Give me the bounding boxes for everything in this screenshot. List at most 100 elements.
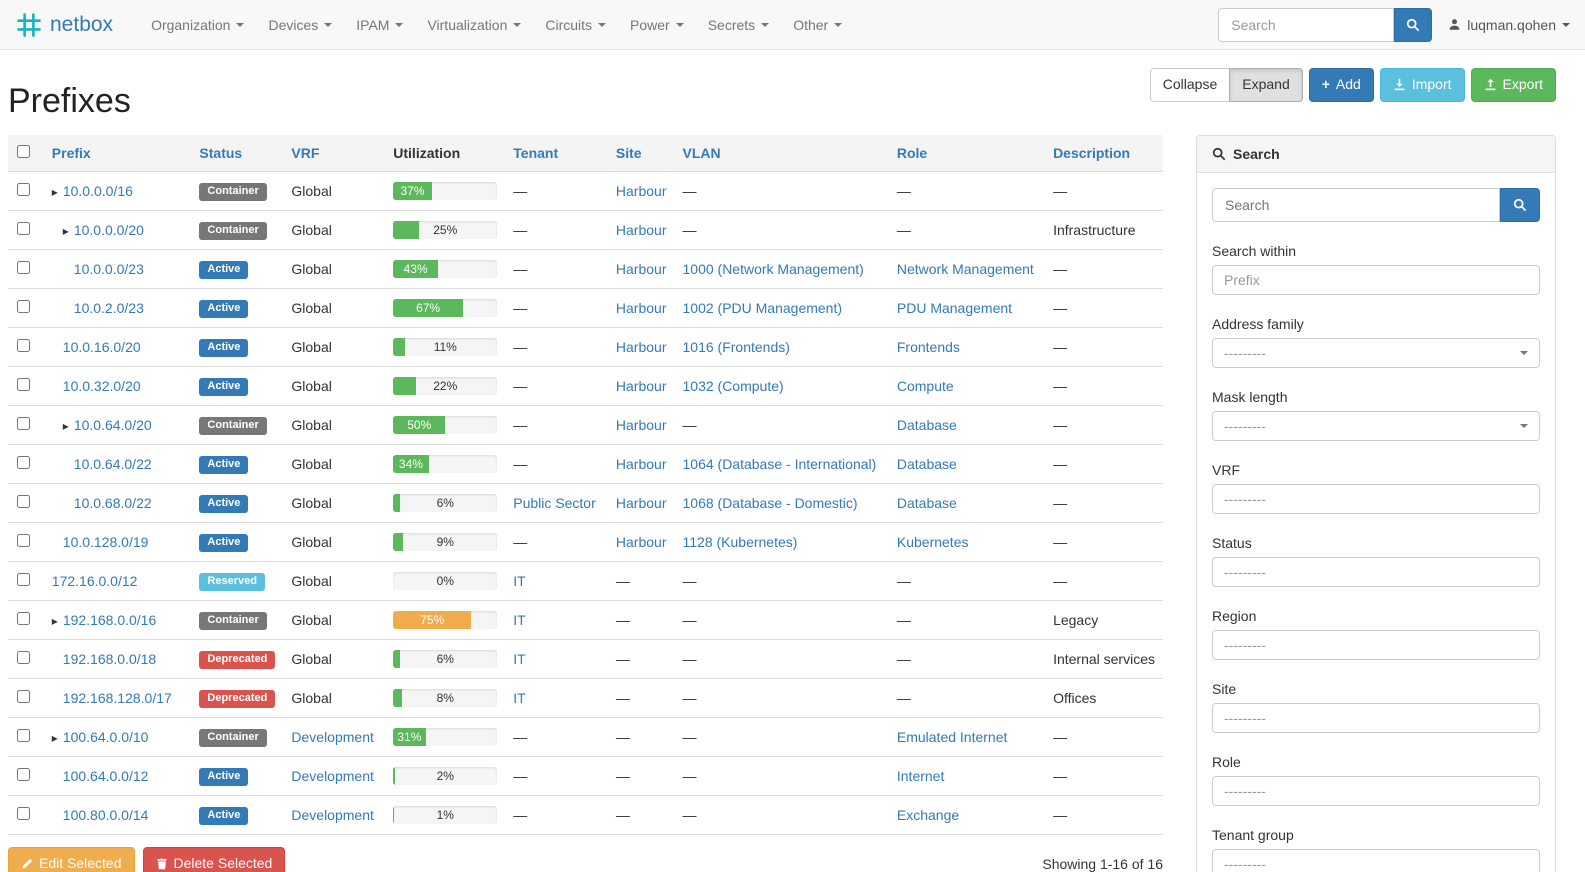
row-checkbox[interactable]: [17, 495, 30, 508]
nav-menu-other[interactable]: Other: [781, 2, 854, 48]
expand-caret-icon[interactable]: ▸: [62, 419, 69, 433]
column-header-prefix[interactable]: Prefix: [51, 145, 91, 161]
prefix-link[interactable]: 10.0.64.0/20: [73, 417, 152, 433]
filter-select-address-family[interactable]: ---------: [1212, 338, 1540, 368]
import-button[interactable]: Import: [1379, 68, 1465, 102]
site-link[interactable]: Harbour: [615, 339, 667, 355]
site-link[interactable]: Harbour: [615, 417, 667, 433]
prefix-link[interactable]: 10.0.128.0/19: [62, 534, 149, 550]
nav-menu-secrets[interactable]: Secrets: [696, 2, 781, 48]
site-link[interactable]: Harbour: [615, 261, 667, 277]
add-button[interactable]: + Add: [1308, 68, 1374, 102]
column-header-description[interactable]: Description: [1053, 145, 1131, 161]
role-link[interactable]: Emulated Internet: [896, 729, 1008, 745]
row-checkbox[interactable]: [17, 651, 30, 664]
prefix-link[interactable]: 192.168.128.0/17: [62, 690, 172, 706]
column-header-site[interactable]: Site: [615, 145, 642, 161]
role-link[interactable]: Frontends: [896, 339, 960, 355]
filter-select-status[interactable]: ---------: [1212, 557, 1540, 587]
role-link[interactable]: Database: [896, 417, 957, 433]
tenant-link[interactable]: Public Sector: [513, 495, 596, 511]
sidebar-search-input[interactable]: [1212, 188, 1500, 222]
site-link[interactable]: Harbour: [615, 300, 667, 316]
select-all-checkbox[interactable]: [17, 145, 30, 158]
filter-select-vrf[interactable]: ---------: [1212, 484, 1540, 514]
export-button[interactable]: Export: [1470, 68, 1556, 102]
role-link[interactable]: Kubernetes: [896, 534, 969, 550]
column-header-role[interactable]: Role: [896, 145, 928, 161]
expand-caret-icon[interactable]: ▸: [51, 614, 58, 628]
vlan-link[interactable]: 1000 (Network Management): [682, 261, 864, 277]
navbar-search-input[interactable]: [1218, 7, 1395, 42]
row-checkbox[interactable]: [17, 729, 30, 742]
vrf-link[interactable]: Development: [291, 807, 374, 823]
prefix-link[interactable]: 172.16.0.0/12: [51, 573, 138, 589]
user-menu[interactable]: luqman.qohen: [1448, 17, 1570, 33]
site-link[interactable]: Harbour: [615, 495, 667, 511]
row-checkbox[interactable]: [17, 339, 30, 352]
filter-select-tenant-group[interactable]: ---------: [1212, 849, 1540, 872]
site-link[interactable]: Harbour: [615, 222, 667, 238]
prefix-link[interactable]: 100.80.0.0/14: [62, 807, 149, 823]
row-checkbox[interactable]: [17, 300, 30, 313]
prefix-link[interactable]: 10.0.0.0/20: [73, 222, 144, 238]
filter-select-site[interactable]: ---------: [1212, 703, 1540, 733]
vlan-link[interactable]: 1002 (PDU Management): [682, 300, 843, 316]
column-header-vlan[interactable]: VLAN: [682, 145, 721, 161]
expand-caret-icon[interactable]: ▸: [51, 731, 58, 745]
row-checkbox[interactable]: [17, 417, 30, 430]
vlan-link[interactable]: 1064 (Database - International): [682, 456, 877, 472]
column-header-status[interactable]: Status: [199, 145, 243, 161]
nav-menu-virtualization[interactable]: Virtualization: [415, 2, 533, 48]
netbox-brand[interactable]: netbox: [15, 11, 113, 39]
row-checkbox[interactable]: [17, 768, 30, 781]
filter-select-role[interactable]: ---------: [1212, 776, 1540, 806]
vlan-link[interactable]: 1032 (Compute): [682, 378, 784, 394]
column-header-vrf[interactable]: VRF: [291, 145, 320, 161]
prefix-link[interactable]: 100.64.0.0/10: [62, 729, 149, 745]
site-link[interactable]: Harbour: [615, 183, 667, 199]
filter-select-mask-length[interactable]: ---------: [1212, 411, 1540, 441]
role-link[interactable]: Exchange: [896, 807, 960, 823]
vlan-link[interactable]: 1068 (Database - Domestic): [682, 495, 858, 511]
role-link[interactable]: Network Management: [896, 261, 1034, 277]
site-link[interactable]: Harbour: [615, 534, 667, 550]
edit-selected-button[interactable]: Edit Selected: [8, 847, 135, 872]
prefix-link[interactable]: 192.168.0.0/18: [62, 651, 157, 667]
row-checkbox[interactable]: [17, 261, 30, 274]
nav-menu-circuits[interactable]: Circuits: [533, 2, 618, 48]
row-checkbox[interactable]: [17, 573, 30, 586]
row-checkbox[interactable]: [17, 690, 30, 703]
nav-menu-ipam[interactable]: IPAM: [344, 2, 415, 48]
role-link[interactable]: PDU Management: [896, 300, 1013, 316]
expand-button[interactable]: Expand: [1229, 68, 1303, 102]
row-checkbox[interactable]: [17, 612, 30, 625]
nav-menu-power[interactable]: Power: [618, 2, 696, 48]
expand-caret-icon[interactable]: ▸: [51, 185, 58, 199]
collapse-button[interactable]: Collapse: [1149, 68, 1231, 102]
prefix-link[interactable]: 10.0.64.0/22: [73, 456, 152, 472]
tenant-link[interactable]: IT: [513, 651, 526, 667]
prefix-link[interactable]: 10.0.16.0/20: [62, 339, 141, 355]
prefix-link[interactable]: 192.168.0.0/16: [62, 612, 157, 628]
row-checkbox[interactable]: [17, 222, 30, 235]
filter-input-search-within[interactable]: [1212, 265, 1540, 295]
tenant-link[interactable]: IT: [513, 573, 526, 589]
prefix-link[interactable]: 10.0.0.0/23: [73, 261, 144, 277]
site-link[interactable]: Harbour: [615, 456, 667, 472]
vrf-link[interactable]: Development: [291, 768, 374, 784]
role-link[interactable]: Database: [896, 456, 957, 472]
expand-caret-icon[interactable]: ▸: [62, 224, 69, 238]
tenant-link[interactable]: IT: [513, 690, 526, 706]
sidebar-search-button[interactable]: [1500, 188, 1540, 222]
vrf-link[interactable]: Development: [291, 729, 374, 745]
role-link[interactable]: Internet: [896, 768, 945, 784]
role-link[interactable]: Compute: [896, 378, 954, 394]
column-header-tenant[interactable]: Tenant: [513, 145, 559, 161]
nav-menu-organization[interactable]: Organization: [139, 2, 256, 48]
prefix-link[interactable]: 10.0.2.0/23: [73, 300, 144, 316]
prefix-link[interactable]: 10.0.32.0/20: [62, 378, 141, 394]
row-checkbox[interactable]: [17, 534, 30, 547]
nav-menu-devices[interactable]: Devices: [256, 2, 344, 48]
vlan-link[interactable]: 1128 (Kubernetes): [682, 534, 798, 550]
